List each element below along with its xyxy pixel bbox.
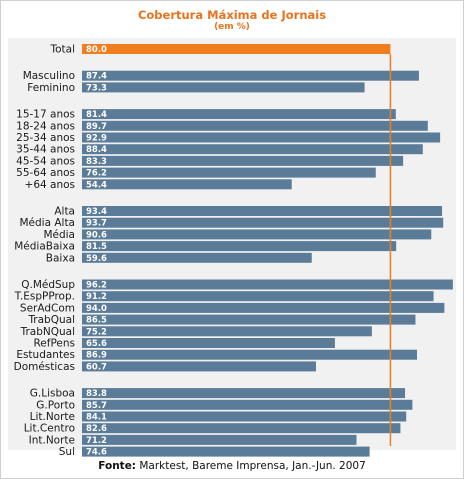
bar [82,252,312,263]
value-label: 84.1 [86,413,107,423]
bar [82,446,370,457]
category-label: G.Porto [36,399,75,411]
bar [82,411,407,422]
value-label: 73.3 [86,83,107,93]
value-label: 54.4 [86,180,107,190]
value-label: 96.2 [86,281,107,291]
category-label: G.Lisboa [30,388,75,400]
value-label: 87.4 [86,72,107,82]
value-label: 71.2 [86,436,107,446]
value-label: 65.6 [86,339,107,349]
category-label: TrabQual [27,314,75,326]
value-label: 59.6 [86,254,107,264]
value-label: 93.4 [86,207,107,217]
bar [82,302,445,313]
value-label: 80.0 [86,45,107,55]
bar [82,229,432,240]
category-label: Masculino [23,70,75,82]
category-label: Média [43,229,75,241]
category-label: Total [49,44,75,56]
value-label: 74.6 [86,448,107,458]
value-label: 82.6 [86,424,107,434]
value-label: 94.0 [86,304,107,314]
category-label: Feminino [27,82,75,94]
bar [82,217,444,228]
category-label: Domésticas [14,361,75,373]
value-label: 93.7 [86,219,107,229]
chart-title: Cobertura Máxima de Jornais [137,8,327,22]
category-label: SerAdCom [20,302,75,314]
bar [82,326,372,337]
category-label: 55-64 anos [16,167,75,179]
category-label: RefPens [33,338,75,350]
value-label: 81.4 [86,110,107,120]
bar [82,155,404,166]
category-label: 15-17 anos [16,109,75,121]
chart-subtitle: (em %) [214,22,250,32]
value-label: 75.2 [86,327,107,337]
bar [82,167,376,178]
value-label: 88.4 [86,145,107,155]
bar [82,279,453,290]
value-label: 83.3 [86,157,107,167]
bar [82,132,441,143]
value-label: 90.6 [86,230,107,240]
bar [82,361,316,372]
value-label: 86.9 [86,351,107,361]
bar [82,82,365,93]
bar [82,179,292,190]
bar [82,241,397,252]
category-label: Sul [59,446,75,458]
bar [82,144,423,155]
value-label: 89.7 [86,122,107,132]
category-label: TrabNQual [20,326,75,338]
bar [82,434,357,445]
value-label: 92.9 [86,134,107,144]
source-label: Fonte: [98,460,137,472]
value-label: 85.7 [86,401,107,411]
category-label: 25-34 anos [16,132,75,144]
bar [82,349,417,360]
value-label: 81.5 [86,242,107,252]
bar [82,338,335,348]
bar [82,206,443,216]
value-label: 86.5 [86,316,107,326]
category-label: Estudantes [16,349,75,361]
bar [82,120,428,131]
category-label: 45-54 anos [16,155,75,167]
category-label: +64 anos [25,179,75,191]
category-label: 18-24 anos [16,120,75,132]
category-label: T.EspPProp. [14,291,75,303]
category-label: Q.MédSup [21,279,75,291]
bar [82,291,434,302]
value-label: 83.8 [86,389,107,399]
bar [82,314,416,325]
category-label: Int.Norte [29,434,75,446]
bar [82,399,413,410]
category-label: Lit.Centro [24,423,75,435]
category-label: MédiaBaixa [14,241,75,253]
value-label: 60.7 [86,362,107,372]
bar [82,423,401,434]
value-label: 76.2 [86,169,107,179]
bar [82,388,406,399]
bar [82,70,419,81]
category-label: 35-44 anos [16,144,75,156]
bar [82,109,396,120]
category-label: Baixa [46,252,75,264]
category-label: Alta [54,206,75,218]
category-label: Média Alta [19,217,75,229]
value-label: 91.2 [86,292,107,302]
source-text: Marktest, Bareme Imprensa, Jan.-Jun. 200… [136,460,366,472]
source-note: Fonte: Marktest, Bareme Imprensa, Jan.-J… [0,460,464,472]
bar [82,44,391,54]
category-label: Lit.Norte [30,411,75,423]
